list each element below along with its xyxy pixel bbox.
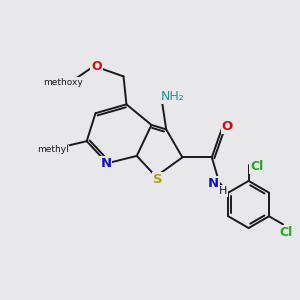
Text: S: S bbox=[153, 173, 163, 186]
Text: methyl: methyl bbox=[37, 146, 69, 154]
Text: O: O bbox=[91, 60, 102, 73]
Text: NH₂: NH₂ bbox=[161, 91, 185, 103]
Text: Cl: Cl bbox=[279, 226, 292, 239]
Text: O: O bbox=[222, 120, 233, 133]
Text: N: N bbox=[208, 177, 219, 190]
Text: N: N bbox=[100, 157, 111, 170]
Text: Cl: Cl bbox=[250, 160, 263, 173]
Text: H: H bbox=[218, 186, 227, 196]
Text: methoxy: methoxy bbox=[43, 78, 83, 87]
